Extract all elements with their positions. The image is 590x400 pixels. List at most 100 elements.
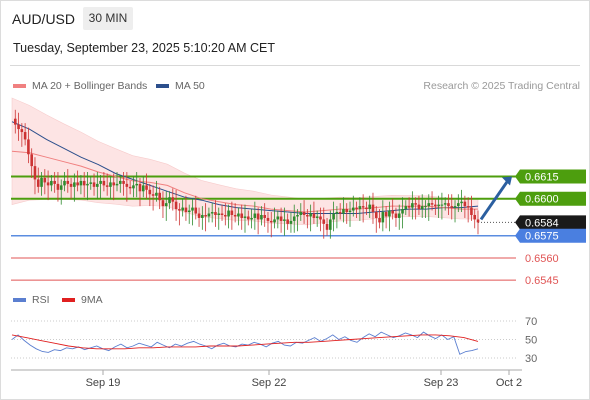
candle-body <box>335 212 339 214</box>
candle-body <box>66 180 70 184</box>
legend-ma20-label: MA 20 + Bollinger Bands <box>32 80 148 92</box>
candle-body <box>233 215 237 217</box>
candle-body <box>201 215 204 218</box>
candle-body <box>250 217 253 220</box>
candle-body <box>168 197 171 204</box>
candle-body <box>86 183 89 186</box>
candle-body <box>69 183 73 187</box>
candle-body <box>122 180 125 184</box>
level-label-0.6615: 0.6615 <box>525 171 559 183</box>
ma50-swatch <box>156 84 169 88</box>
candle-body <box>296 215 299 217</box>
legend-ma50-label: MA 50 <box>175 80 205 92</box>
candle-body <box>20 129 24 133</box>
candle-body <box>243 216 247 218</box>
candle-body <box>181 207 184 211</box>
candle-body <box>378 217 381 223</box>
level-label-0.6584: 0.6584 <box>525 217 559 229</box>
candle-body <box>417 204 421 210</box>
candle-body <box>368 204 372 210</box>
rsi-tick-70: 70 <box>525 316 537 328</box>
candle-body <box>329 219 332 230</box>
candle-body <box>292 216 296 221</box>
candle-body <box>187 210 191 213</box>
candle-body <box>220 213 224 215</box>
candle-body <box>470 207 473 215</box>
x-tick-label: Sep 22 <box>252 377 287 389</box>
candle-body <box>476 219 480 223</box>
candle-body <box>92 182 96 187</box>
rsi-swatch <box>13 298 26 302</box>
candle-body <box>312 213 316 218</box>
candle-body <box>102 180 106 186</box>
candle-body <box>365 207 368 210</box>
candle-body <box>427 203 431 207</box>
candle-body <box>79 180 83 186</box>
level-tag-0.6615 <box>515 169 586 184</box>
candle-body <box>263 215 266 218</box>
legend-9ma-label: 9MA <box>81 294 103 306</box>
candle-body <box>204 215 207 217</box>
level-tag-0.6600 <box>515 191 586 206</box>
candle-body <box>112 182 116 186</box>
projection-arrow-shaft <box>479 179 510 221</box>
candle-body <box>158 192 161 201</box>
candle-body <box>407 206 411 208</box>
candle-body <box>253 213 257 218</box>
candle-body <box>279 216 283 221</box>
rsi-ma-line <box>11 334 479 350</box>
x-tick-label: Oct 2 <box>496 377 522 389</box>
candle-body <box>171 197 175 202</box>
candle-body <box>319 216 322 220</box>
candle-body <box>453 206 457 208</box>
candle-body <box>151 194 155 196</box>
candle-body <box>164 203 168 207</box>
symbol-title: AUD/USD <box>12 11 76 27</box>
candle-body <box>325 223 329 230</box>
candle-body <box>59 185 63 190</box>
candle-body <box>118 180 122 184</box>
candle-body <box>332 213 335 220</box>
candle-body <box>109 182 112 187</box>
candle-body <box>424 206 427 208</box>
candle-body <box>155 192 158 196</box>
timeframe-badge[interactable]: 30 MIN <box>83 7 133 30</box>
candle-body <box>194 207 198 214</box>
candle-body <box>460 201 463 204</box>
candle-body <box>96 183 99 187</box>
candle-body <box>420 206 424 210</box>
candle-body <box>184 207 188 213</box>
candle-body <box>237 213 240 217</box>
candle-body <box>434 204 437 207</box>
candle-body <box>289 220 293 224</box>
candle-body <box>17 124 20 130</box>
candle-body <box>404 206 408 210</box>
candle-body <box>138 183 142 192</box>
level-tag-0.6584 <box>515 215 586 230</box>
candle-body <box>306 215 309 217</box>
candle-body <box>73 182 76 187</box>
candle-body <box>132 185 135 189</box>
header-divider <box>10 65 580 66</box>
candle-body <box>394 213 398 218</box>
level-label-0.6575: 0.6575 <box>525 231 559 243</box>
candle-body <box>227 210 230 217</box>
candle-body <box>266 217 270 221</box>
candle-body <box>224 215 227 217</box>
candle-body <box>148 189 152 195</box>
candle-body <box>457 203 460 207</box>
candle-body <box>351 207 355 211</box>
candle-body <box>43 177 47 183</box>
candle-body <box>260 215 263 220</box>
candle-body <box>99 180 102 184</box>
candle-body <box>401 209 404 214</box>
candle-body <box>230 210 234 215</box>
candle-body <box>13 118 17 125</box>
candle-body <box>23 132 27 140</box>
candle-body <box>374 212 378 218</box>
candle-body <box>283 219 286 221</box>
candle-body <box>105 185 109 187</box>
candle-body <box>361 206 365 208</box>
candle-body <box>466 206 470 208</box>
